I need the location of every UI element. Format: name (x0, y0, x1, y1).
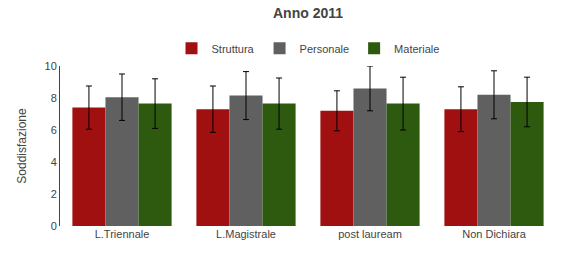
svg-text:Personale: Personale (300, 43, 350, 55)
svg-text:0: 0 (51, 220, 57, 232)
svg-text:Struttura: Struttura (212, 43, 255, 55)
svg-text:post lauream: post lauream (338, 228, 402, 240)
svg-text:Anno 2011: Anno 2011 (273, 5, 343, 21)
svg-text:6: 6 (51, 124, 57, 136)
svg-text:8: 8 (51, 92, 57, 104)
svg-text:L.Triennale: L.Triennale (95, 228, 150, 240)
svg-text:4: 4 (51, 156, 57, 168)
svg-text:2: 2 (51, 188, 57, 200)
svg-text:L.Magistrale: L.Magistrale (216, 228, 276, 240)
svg-text:Non Dichiara: Non Dichiara (462, 228, 526, 240)
svg-text:10: 10 (45, 60, 57, 72)
svg-text:Soddisfazione: Soddisfazione (15, 108, 29, 184)
svg-text:Materiale: Materiale (394, 43, 439, 55)
